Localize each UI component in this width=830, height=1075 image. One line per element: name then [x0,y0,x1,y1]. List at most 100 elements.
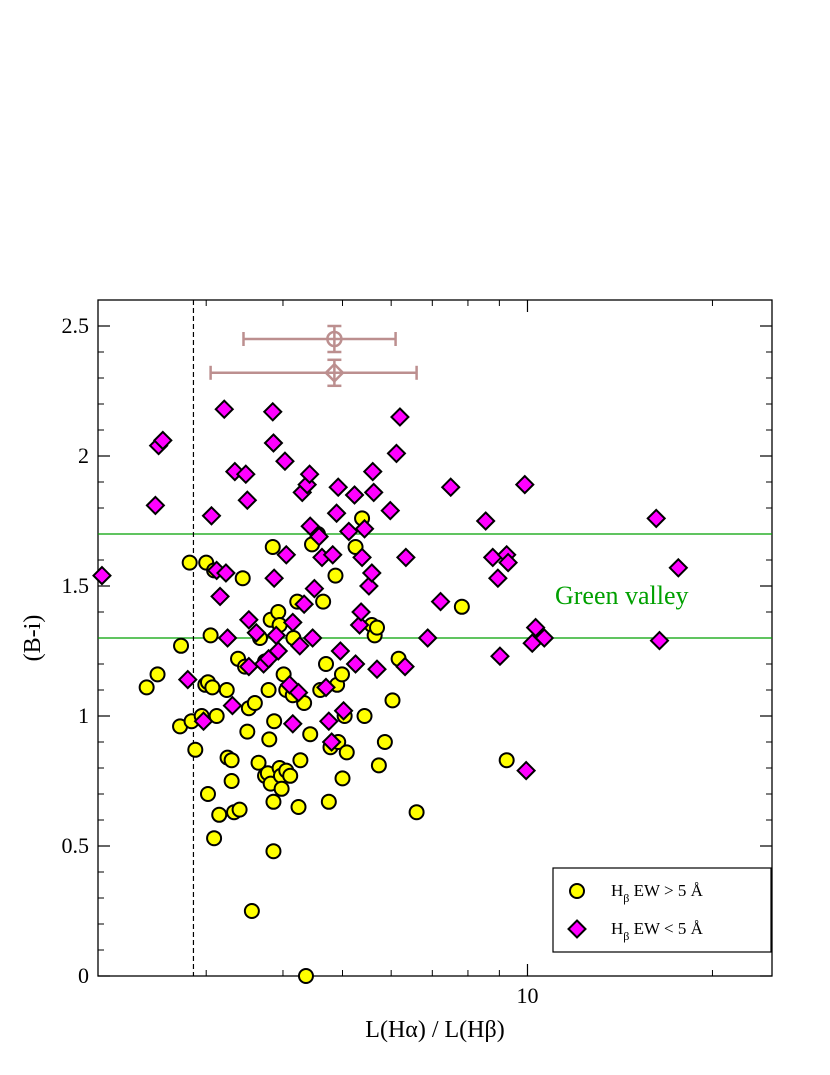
circle-data-point [292,752,309,769]
legend-label-rest: EW > 5 Å [629,881,703,900]
circle-data-point [246,695,263,711]
diamond-data-point [516,760,537,781]
diamond-data-point [475,511,496,531]
legend-label-main: H [611,881,623,900]
diamond-data-point [386,443,407,464]
circle-data-point [199,786,216,802]
diamond-data-point [380,500,401,521]
diamond-data-point [177,669,198,690]
circle-data-point [231,801,248,818]
diamond-data-point [276,544,297,565]
y-tick-label: 1 [78,703,89,728]
diamond-data-point [430,591,451,612]
diamond-data-point [145,495,166,516]
circle-data-point [273,780,290,797]
circle-data-point [320,793,337,810]
circle-data-point [149,666,166,683]
diamond-data-point [210,586,230,607]
circle-data-point [333,666,350,683]
circle-data-point [376,734,393,750]
diamond-data-point [262,401,283,422]
diamond-data-point [264,568,285,589]
diamond-data-point [201,505,222,526]
diamond-data-point [646,508,667,529]
diamond-data-point [440,477,461,498]
y-axis-title: (B-i) [20,615,46,662]
diamond-data-point [316,677,336,698]
legend-label: Hβ EW > 5 Å [611,881,704,905]
diamond-data-point [237,490,258,511]
error-bars [209,324,418,388]
error-bar-diamond-marker [324,362,345,384]
circle-data-point [243,903,260,919]
circle-data-point [265,793,282,810]
diamond-data-point [215,563,236,583]
diamond-data-point [289,635,310,656]
circle-data-point [270,604,287,620]
circle-data-point [181,554,198,571]
diamond-data-point [668,557,689,578]
diamond-data-point [649,630,670,651]
diamond-data-point [344,485,365,505]
circle-data-point [204,679,221,696]
diamond-data-point [361,563,382,583]
diamond-data-point [390,407,410,427]
diamond-data-point [514,474,535,495]
circle-data-point [282,767,299,784]
y-tick-label: 2.5 [62,313,90,338]
diamond-data-point [92,565,112,586]
circle-data-point [266,713,283,730]
diamond-data-point [318,711,339,732]
diamond-data-point [330,641,351,661]
diamond-data-point [328,477,349,498]
diamond-data-point [302,628,323,648]
diamond-data-point [490,646,510,667]
diamond-data-point [322,544,343,565]
diamond-data-point [152,430,173,451]
axis-ticks [97,300,772,977]
diamond-data-point [214,399,235,420]
circle-data-point [223,752,240,769]
tick-labels: 0 0.5 1 1.5 2 2.5 10 [62,313,539,1008]
circle-data-point [318,656,335,672]
diamond-data-point [282,713,303,734]
y-tick-label: 1.5 [62,573,90,598]
diamond-data-point [300,516,321,537]
diamond-data-point [395,547,416,568]
circle-data-point [250,754,267,771]
circle-data-point [265,843,282,860]
circle-data-point [264,539,281,555]
diamond-data-point [349,615,370,635]
diamond-data-point [362,461,383,482]
diamond-data-point [193,711,214,732]
diamond-data-point [534,628,555,648]
circle-data-point [239,723,256,740]
diamond-data-point [525,617,546,638]
diamond-data-point [351,602,371,622]
x-tick-label: 10 [516,983,538,1008]
diamond-data-point [294,594,315,615]
diamond-data-point [288,682,309,703]
legend: Hβ EW > 5 ÅHβ EW < 5 Å [552,867,772,953]
diamond-data-point [417,628,438,648]
diamond-data-point [299,464,320,485]
circle-data-point [187,741,204,758]
legend-label-main: H [611,919,623,938]
diamond-data-point [482,547,503,568]
green-valley-annotation: Green valley [555,581,689,610]
circle-data-point [356,708,373,724]
diamond-data-point [352,547,372,568]
diamond-data-point [321,732,342,752]
legend-label-subscript: β [623,929,629,943]
circle-data-point [173,637,190,654]
y-tick-label: 2 [78,443,89,468]
circle-data-point [369,619,386,636]
diamond-data-point [498,552,519,573]
diamond-data-point [217,628,238,648]
circle-data-point [206,830,223,847]
circle-data-point [334,770,351,787]
circle-data-point [327,567,344,584]
circle-data-point [315,593,332,610]
legend-label-subscript: β [623,891,629,905]
diamond-data-point [487,568,508,589]
